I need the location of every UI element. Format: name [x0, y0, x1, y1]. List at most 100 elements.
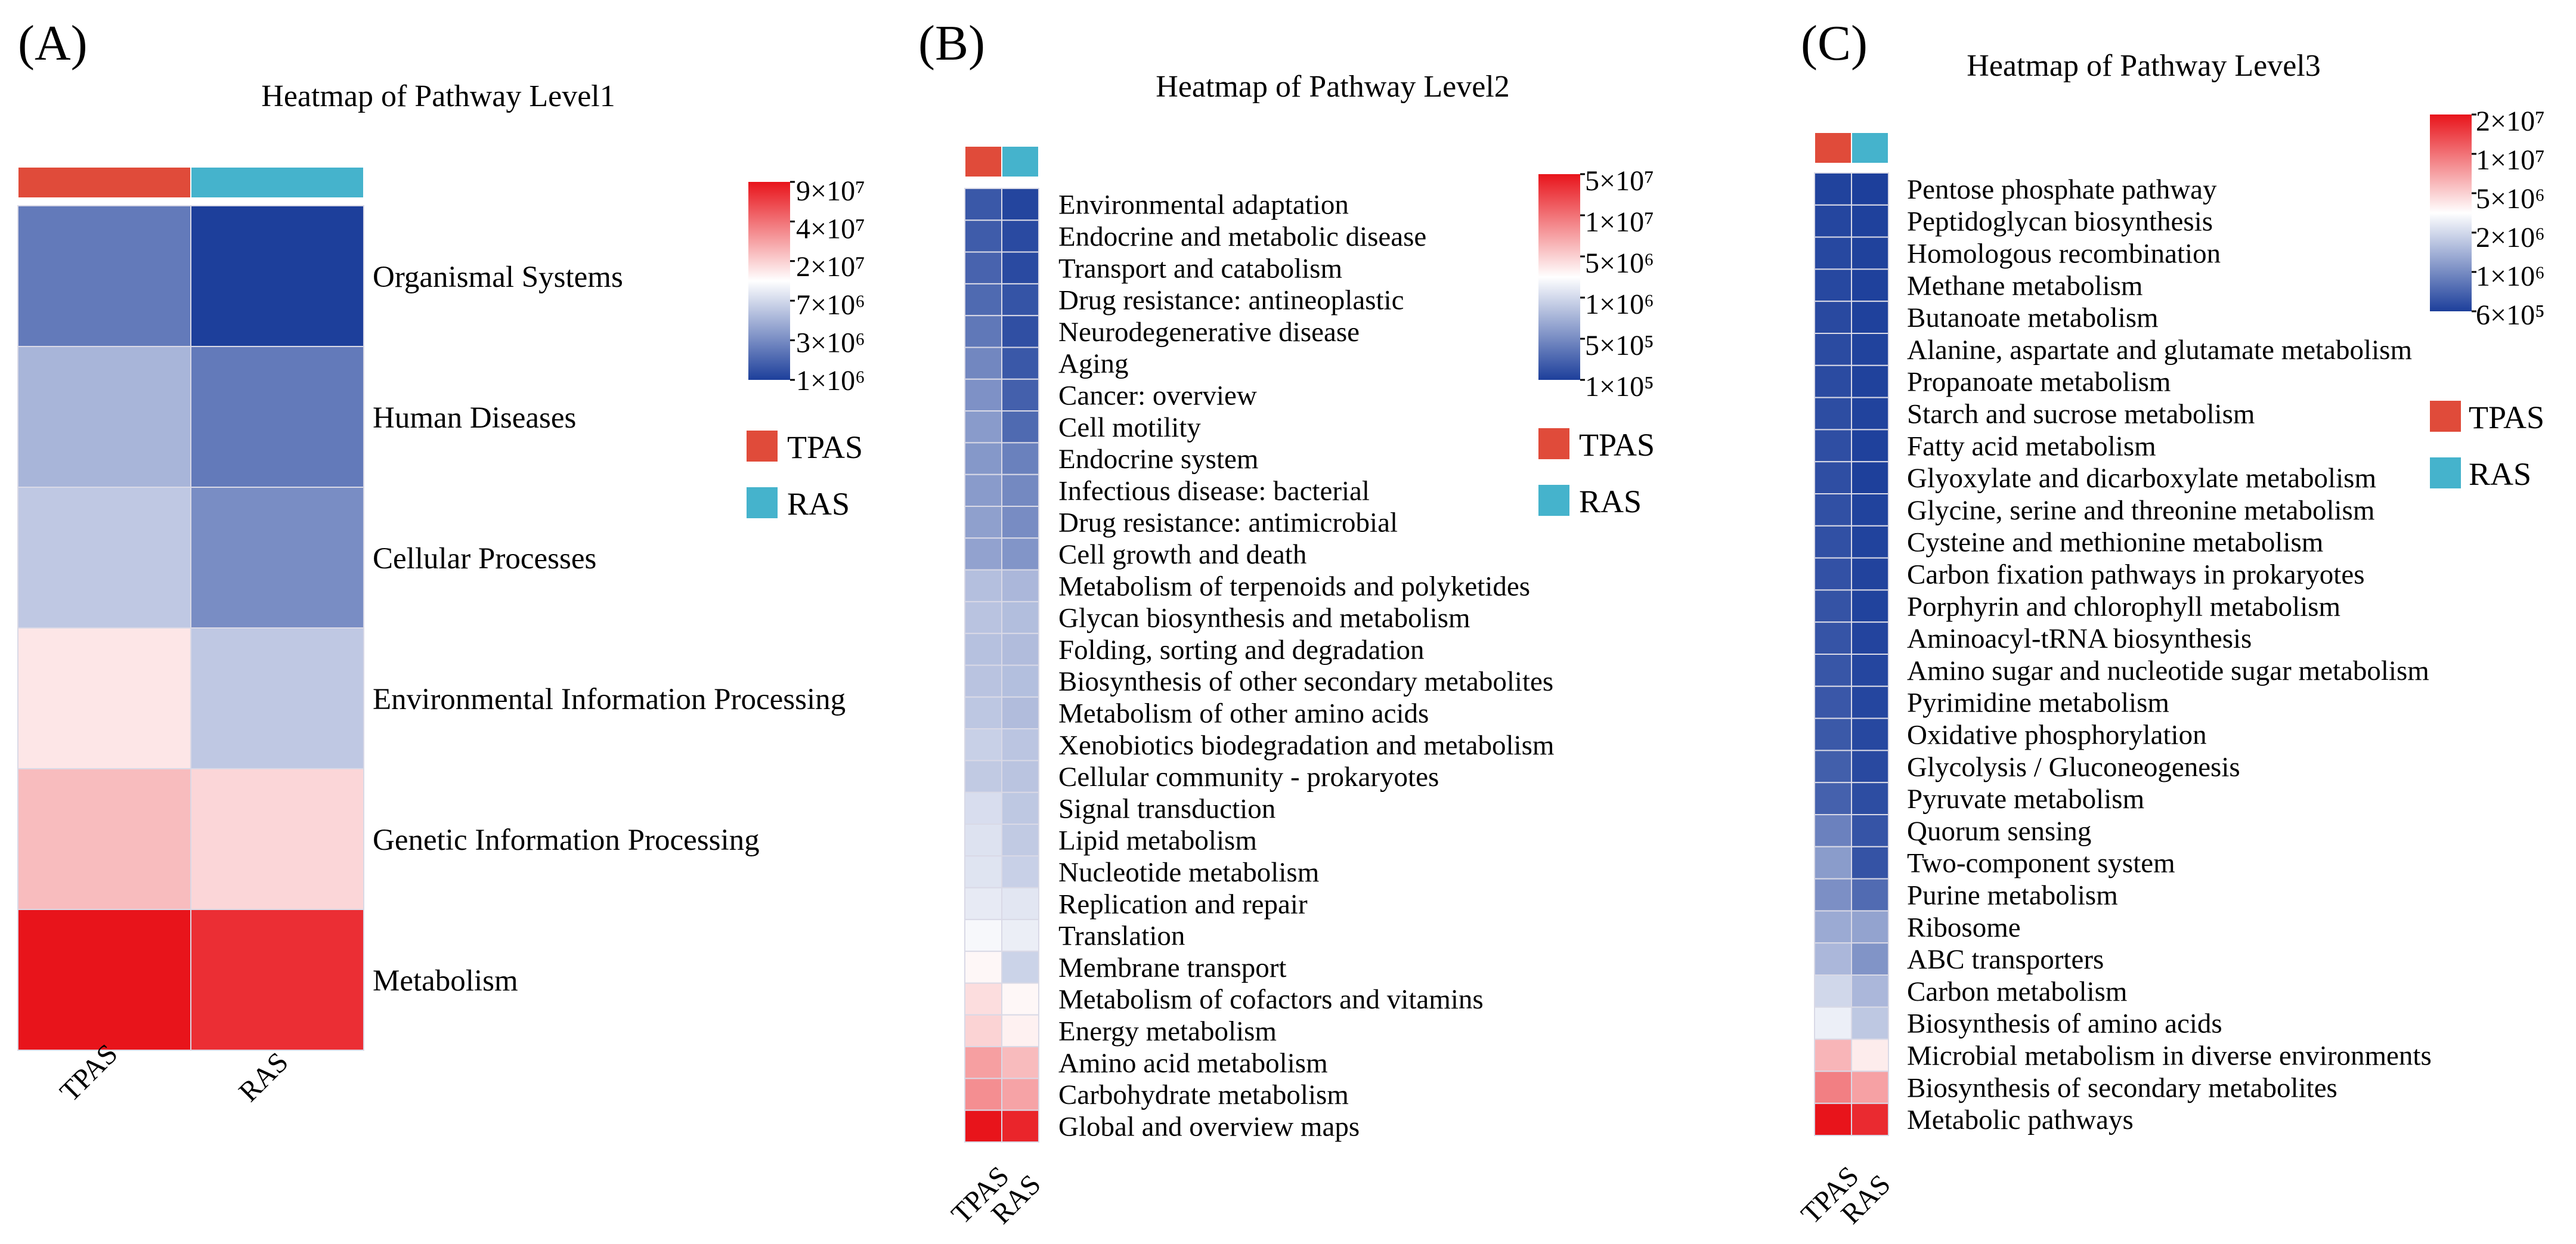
row-label: Biosynthesis of amino acids [1907, 1008, 2222, 1039]
row-label: ABC transporters [1907, 944, 2104, 975]
heatmap-cell [190, 627, 364, 769]
colorbar-tick-label: 4×10⁷ [796, 213, 865, 245]
row-label: Biosynthesis of other secondary metaboli… [1058, 666, 1553, 697]
heatmap-cell [1851, 878, 1889, 912]
row-label: Starch and sucrose metabolism [1907, 399, 2255, 430]
heatmap-cell [964, 188, 1002, 221]
row-label: Signal transduction [1058, 793, 1275, 824]
row-label: Metabolic pathways [1907, 1104, 2134, 1135]
row-label: Endocrine system [1058, 444, 1258, 475]
row-label: Infectious disease: bacterial [1058, 475, 1370, 506]
heatmap-cell [1851, 557, 1889, 591]
row-label: Glycolysis / Gluconeogenesis [1907, 751, 2240, 782]
heatmap-cell [1001, 537, 1039, 571]
row-label: Aminoacyl-tRNA biosynthesis [1907, 623, 2252, 654]
heatmap-cell [190, 909, 364, 1051]
heatmap-cell [964, 378, 1002, 412]
heatmap-cell [1814, 1038, 1852, 1072]
heatmap-cell [964, 918, 1002, 952]
heatmap-cell [964, 537, 1002, 571]
legend-label: RAS [2469, 456, 2531, 492]
heatmap-cell [17, 346, 191, 488]
colorbar-tick-label: 3×10⁶ [796, 327, 865, 358]
heatmap-cell [1814, 1070, 1852, 1104]
chart-title: Heatmap of Pathway Level2 [1156, 70, 1509, 104]
row-label: Alanine, aspartate and glutamate metabol… [1907, 335, 2412, 366]
column-annotation-tpas [17, 166, 191, 199]
row-label: Environmental adaptation [1058, 190, 1349, 221]
heatmap-cell [1814, 204, 1852, 238]
row-label: Metabolism [373, 964, 518, 998]
colorbar-tick-label: 1×10⁶ [1585, 289, 1654, 320]
heatmap-cell [1814, 878, 1852, 912]
heatmap-cell [964, 855, 1002, 889]
heatmap-cell [1851, 717, 1889, 751]
heatmap-cell [1851, 268, 1889, 302]
panel-label: (B) [918, 16, 985, 71]
heatmap-cell [1001, 474, 1039, 507]
row-label: Genetic Information Processing [373, 824, 760, 857]
heatmap-cell [1001, 887, 1039, 920]
heatmap-cell [1814, 172, 1852, 206]
row-label: Glycan biosynthesis and metabolism [1058, 603, 1470, 634]
heatmap-cell [1851, 172, 1889, 206]
row-label: Folding, sorting and degradation [1058, 635, 1425, 666]
colorbar-tick-label: 1×10⁷ [1585, 206, 1654, 238]
heatmap-cell [964, 951, 1002, 984]
heatmap-cell [1001, 760, 1039, 793]
colorbar-tick-label: 7×10⁶ [796, 289, 865, 321]
chart-title: Heatmap of Pathway Level1 [261, 79, 615, 113]
heatmap-cell [1851, 750, 1889, 784]
row-label: Pyrimidine metabolism [1907, 688, 2169, 719]
heatmap-cell [1851, 846, 1889, 880]
column-annotation-ras [1851, 132, 1889, 164]
heatmap-cell [1001, 601, 1039, 635]
heatmap-cell [1814, 846, 1852, 880]
legend-swatch-tpas [747, 431, 778, 462]
heatmap-cell [1851, 1038, 1889, 1072]
heatmap-cell [1814, 268, 1852, 302]
heatmap-cell [1814, 782, 1852, 815]
heatmap-cell [1851, 942, 1889, 976]
row-label: Methane metabolism [1907, 270, 2142, 301]
heatmap-cell [17, 627, 191, 769]
panel-label: (A) [18, 16, 88, 71]
heatmap-cell [1001, 728, 1039, 762]
heatmap-cell [1001, 855, 1039, 889]
heatmap-cell [1851, 204, 1889, 238]
heatmap-cell [964, 664, 1002, 698]
heatmap-cell [190, 346, 364, 488]
heatmap-cell [1001, 1078, 1039, 1111]
heatmap-cell [1001, 918, 1039, 952]
row-label: Butanoate metabolism [1907, 302, 2159, 333]
heatmap-cell [1001, 664, 1039, 698]
heatmap-cell [1814, 333, 1852, 366]
heatmap-cell [1851, 461, 1889, 495]
heatmap-cell [1001, 951, 1039, 984]
heatmap-cell [964, 315, 1002, 348]
column-annotation-ras [190, 166, 364, 199]
colorbar-tick-label: 9×10⁷ [796, 175, 865, 207]
row-label: Cysteine and methionine metabolism [1907, 527, 2323, 558]
colorbar-tick-label: 2×10⁷ [796, 251, 865, 283]
row-label: Glyoxylate and dicarboxylate metabolism [1907, 463, 2376, 494]
heatmap-cell [964, 696, 1002, 730]
heatmap-cell [1814, 750, 1852, 784]
heatmap-cell [1851, 910, 1889, 944]
heatmap-cell [17, 487, 191, 629]
heatmap-cell [1814, 814, 1852, 847]
heatmap-cell [1851, 974, 1889, 1008]
heatmap-cell [1001, 1109, 1039, 1143]
heatmap-cell [1001, 633, 1039, 666]
heatmap-cell [1814, 397, 1852, 431]
heatmap-cell [1851, 364, 1889, 398]
heatmap-cell [1001, 346, 1039, 380]
heatmap-cell [964, 506, 1002, 539]
row-label: Global and overview maps [1058, 1111, 1360, 1142]
heatmap-cell [964, 601, 1002, 635]
heatmap-cell [964, 410, 1002, 444]
heatmap-cell [1814, 942, 1852, 976]
colorbar-tick-label: 2×10⁷ [2476, 106, 2545, 137]
heatmap-cell [964, 887, 1002, 920]
